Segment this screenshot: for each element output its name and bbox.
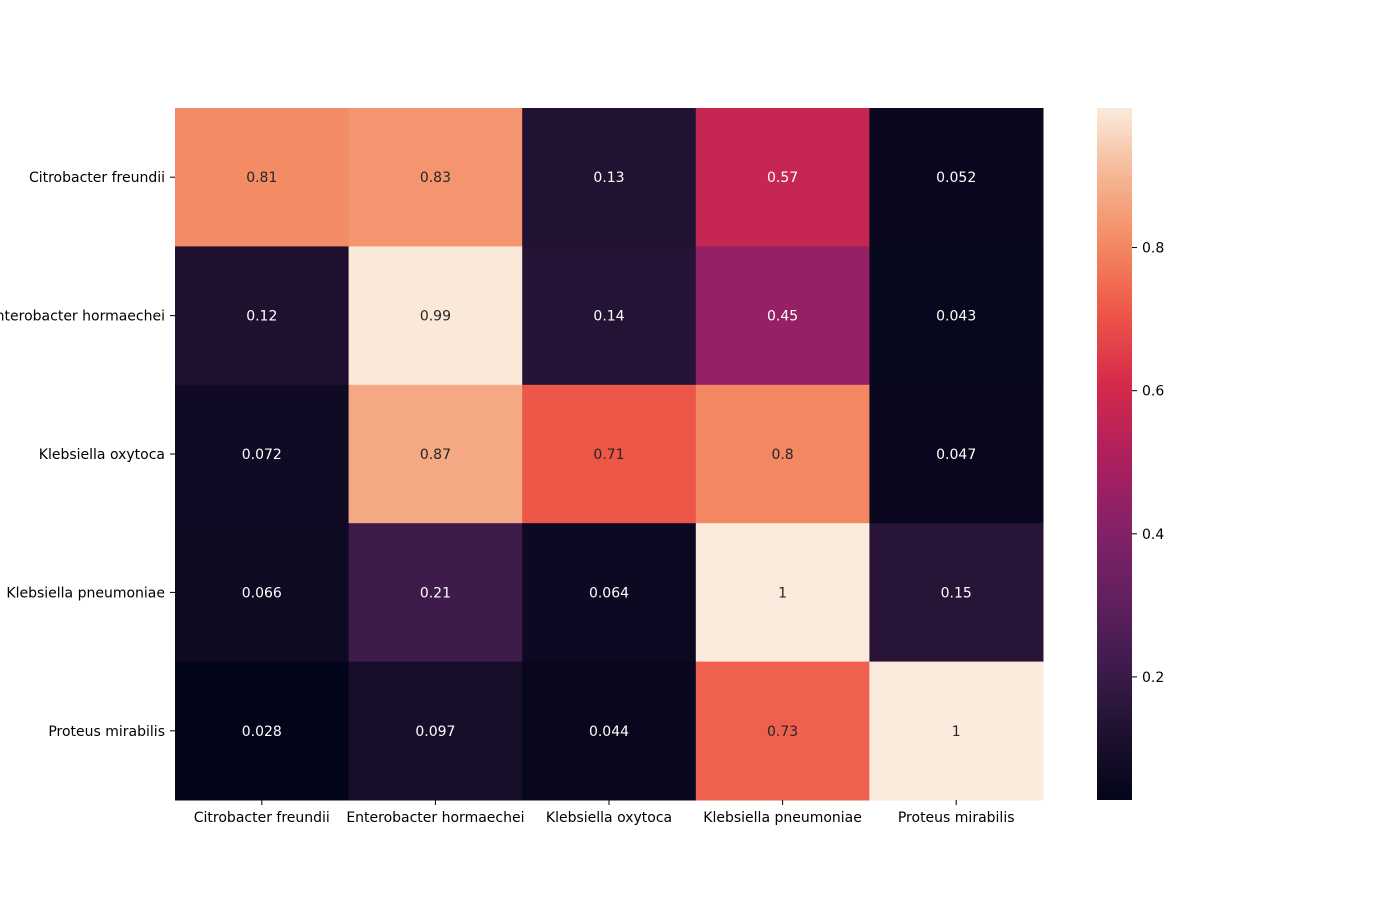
cell-annotation: 0.15 xyxy=(941,585,972,601)
cell-annotation: 0.066 xyxy=(242,585,282,601)
heatmap-cell xyxy=(695,523,870,663)
heatmap-cell xyxy=(348,523,523,663)
cell-annotation: 0.71 xyxy=(593,447,624,463)
cell-annotation: 0.99 xyxy=(420,309,451,325)
cell-annotation: 0.83 xyxy=(420,170,451,186)
heatmap-cell xyxy=(175,108,350,247)
x-tick-label: Klebsiella pneumoniae xyxy=(703,810,862,826)
heatmap-cell xyxy=(175,661,350,801)
heatmap-cell xyxy=(522,384,697,524)
heatmap-cell xyxy=(869,108,1044,247)
x-tick-label: Citrobacter freundii xyxy=(194,810,330,826)
colorbar: 0.2 0.4 0.6 0.8 xyxy=(1097,108,1164,800)
colorbar-tick-label: 0.6 xyxy=(1142,384,1164,400)
cell-annotation: 0.21 xyxy=(420,585,451,601)
heatmap-cell xyxy=(869,384,1044,524)
y-tick-label: Proteus mirabilis xyxy=(48,724,165,740)
heatmap-cell xyxy=(695,661,870,801)
heatmap-cell xyxy=(348,661,523,801)
heatmap-cell xyxy=(522,523,697,663)
cell-annotation: 0.8 xyxy=(771,447,793,463)
colorbar-tick-label: 0.4 xyxy=(1142,527,1164,543)
heatmap-cell xyxy=(522,108,697,247)
cell-annotation: 0.57 xyxy=(767,170,798,186)
heatmap-cell xyxy=(695,246,870,386)
cell-annotation: 0.097 xyxy=(415,724,455,740)
cell-annotation: 1 xyxy=(952,724,961,740)
heatmap-cell xyxy=(175,384,350,524)
heatmap-cells xyxy=(175,108,1044,801)
heatmap-cell xyxy=(348,246,523,386)
cell-annotation: 0.064 xyxy=(589,585,629,601)
cell-annotation: 0.12 xyxy=(246,309,277,325)
y-tick-label: Klebsiella pneumoniae xyxy=(6,585,165,601)
y-tick-label: Enterobacter hormaechei xyxy=(0,309,165,325)
cell-annotation: 0.45 xyxy=(767,309,798,325)
cell-annotation: 0.028 xyxy=(242,724,282,740)
colorbar-tick-label: 0.2 xyxy=(1142,670,1164,686)
heatmap-cell xyxy=(348,108,523,247)
cell-annotation: 0.73 xyxy=(767,724,798,740)
heatmap-cell xyxy=(869,246,1044,386)
heatmap-cell xyxy=(348,384,523,524)
x-tick-label: Klebsiella oxytoca xyxy=(546,810,672,826)
cell-annotation: 0.043 xyxy=(936,309,976,325)
cell-annotation: 1 xyxy=(778,585,787,601)
heatmap-cell xyxy=(522,661,697,801)
heatmap-cell xyxy=(175,246,350,386)
heatmap-cell xyxy=(695,384,870,524)
cell-annotation: 0.13 xyxy=(593,170,624,186)
cell-annotation: 0.81 xyxy=(246,170,277,186)
y-tick-label: Klebsiella oxytoca xyxy=(39,447,165,463)
x-axis: Citrobacter freundii Enterobacter hormaec… xyxy=(194,800,1015,826)
cell-annotation: 0.044 xyxy=(589,724,629,740)
x-tick-label: Proteus mirabilis xyxy=(898,810,1015,826)
y-axis: Citrobacter freundii Enterobacter hormaec… xyxy=(0,170,175,740)
cell-annotation: 0.87 xyxy=(420,447,451,463)
heatmap-cell xyxy=(869,523,1044,663)
y-tick-label: Citrobacter freundii xyxy=(29,170,165,186)
cell-annotation: 0.047 xyxy=(936,447,976,463)
cell-annotation: 0.072 xyxy=(242,447,282,463)
heatmap-cell xyxy=(695,108,870,247)
heatmap-cell xyxy=(175,523,350,663)
x-tick-label: Enterobacter hormaechei xyxy=(346,810,524,826)
heatmap-cell xyxy=(522,246,697,386)
colorbar-tick-label: 0.8 xyxy=(1142,241,1164,257)
heatmap-cell xyxy=(869,661,1044,801)
cell-annotation: 0.052 xyxy=(936,170,976,186)
colorbar-gradient xyxy=(1097,108,1132,800)
cell-annotation: 0.14 xyxy=(593,309,624,325)
